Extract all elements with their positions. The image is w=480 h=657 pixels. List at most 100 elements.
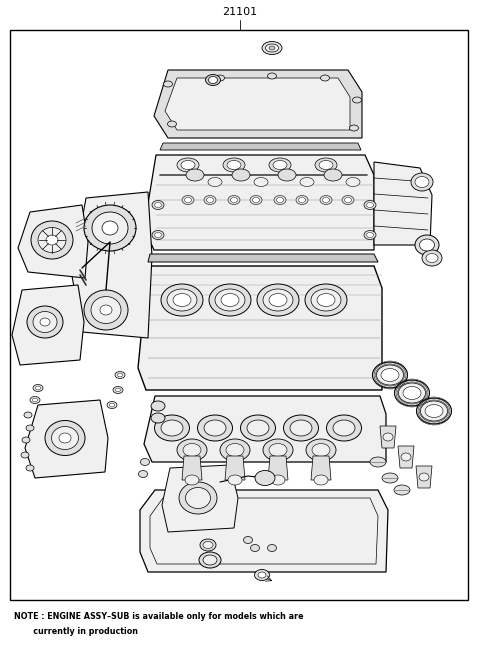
Polygon shape	[165, 78, 350, 130]
Ellipse shape	[204, 196, 216, 204]
Ellipse shape	[258, 572, 266, 578]
Ellipse shape	[346, 177, 360, 187]
Ellipse shape	[274, 196, 286, 204]
Ellipse shape	[84, 205, 136, 251]
Ellipse shape	[269, 158, 291, 172]
Ellipse shape	[317, 294, 335, 307]
Ellipse shape	[243, 537, 252, 543]
Ellipse shape	[269, 294, 287, 307]
Ellipse shape	[425, 405, 443, 417]
Polygon shape	[160, 143, 361, 150]
Polygon shape	[311, 456, 331, 480]
Ellipse shape	[141, 459, 149, 466]
Ellipse shape	[305, 284, 347, 316]
Ellipse shape	[263, 439, 293, 461]
Ellipse shape	[349, 125, 359, 131]
Ellipse shape	[398, 383, 425, 403]
Ellipse shape	[415, 235, 439, 255]
Ellipse shape	[226, 443, 244, 457]
Ellipse shape	[21, 452, 29, 458]
Ellipse shape	[139, 470, 147, 478]
Ellipse shape	[255, 470, 275, 486]
Polygon shape	[18, 205, 88, 278]
Ellipse shape	[118, 373, 122, 376]
Ellipse shape	[262, 41, 282, 55]
Ellipse shape	[177, 439, 207, 461]
Ellipse shape	[113, 386, 123, 394]
Ellipse shape	[376, 365, 404, 385]
Ellipse shape	[46, 235, 58, 245]
Polygon shape	[162, 465, 238, 532]
Ellipse shape	[209, 284, 251, 316]
Ellipse shape	[92, 212, 128, 244]
Ellipse shape	[411, 173, 433, 191]
Polygon shape	[154, 70, 362, 138]
Ellipse shape	[372, 362, 408, 388]
Ellipse shape	[240, 415, 276, 441]
Ellipse shape	[51, 426, 79, 449]
Text: NOTE : ENGINE ASSY–SUB is available only for models which are: NOTE : ENGINE ASSY–SUB is available only…	[14, 612, 304, 621]
Ellipse shape	[364, 200, 376, 210]
Ellipse shape	[167, 289, 197, 311]
Ellipse shape	[33, 311, 57, 332]
Ellipse shape	[155, 415, 190, 441]
Polygon shape	[148, 254, 378, 262]
Ellipse shape	[263, 289, 293, 311]
Ellipse shape	[417, 398, 452, 424]
Ellipse shape	[352, 97, 361, 103]
Ellipse shape	[181, 160, 195, 170]
Ellipse shape	[422, 250, 442, 266]
Ellipse shape	[306, 439, 336, 461]
Ellipse shape	[208, 76, 217, 83]
Polygon shape	[225, 456, 245, 480]
Ellipse shape	[152, 200, 164, 210]
Ellipse shape	[420, 401, 447, 421]
Ellipse shape	[161, 284, 203, 316]
Ellipse shape	[33, 384, 43, 392]
Ellipse shape	[312, 443, 330, 457]
Ellipse shape	[164, 81, 172, 87]
Polygon shape	[25, 400, 108, 478]
Polygon shape	[140, 490, 388, 572]
Ellipse shape	[265, 44, 278, 52]
Ellipse shape	[27, 306, 63, 338]
Ellipse shape	[183, 443, 201, 457]
Ellipse shape	[315, 158, 337, 172]
Ellipse shape	[151, 401, 165, 411]
Ellipse shape	[254, 177, 268, 187]
Ellipse shape	[168, 121, 177, 127]
Ellipse shape	[31, 221, 73, 259]
Ellipse shape	[115, 371, 125, 378]
Ellipse shape	[204, 420, 226, 436]
Ellipse shape	[321, 75, 329, 81]
Polygon shape	[182, 456, 202, 480]
Ellipse shape	[269, 443, 287, 457]
Ellipse shape	[395, 380, 430, 406]
Ellipse shape	[257, 284, 299, 316]
Ellipse shape	[299, 198, 305, 202]
Ellipse shape	[208, 177, 222, 187]
Ellipse shape	[267, 545, 276, 551]
Ellipse shape	[420, 239, 434, 251]
Ellipse shape	[290, 420, 312, 436]
Ellipse shape	[223, 158, 245, 172]
Polygon shape	[12, 285, 84, 365]
Ellipse shape	[367, 202, 373, 208]
Ellipse shape	[247, 420, 269, 436]
Ellipse shape	[269, 46, 275, 50]
Ellipse shape	[38, 227, 66, 252]
Bar	[10, 30, 468, 600]
Ellipse shape	[278, 169, 296, 181]
Ellipse shape	[206, 198, 214, 202]
Polygon shape	[268, 456, 288, 480]
Ellipse shape	[215, 289, 245, 311]
Ellipse shape	[199, 552, 221, 568]
Ellipse shape	[296, 196, 308, 204]
Ellipse shape	[381, 369, 399, 382]
Ellipse shape	[324, 169, 342, 181]
Ellipse shape	[227, 160, 241, 170]
Polygon shape	[144, 155, 374, 250]
Ellipse shape	[333, 420, 355, 436]
Ellipse shape	[102, 221, 118, 235]
Ellipse shape	[177, 158, 199, 172]
